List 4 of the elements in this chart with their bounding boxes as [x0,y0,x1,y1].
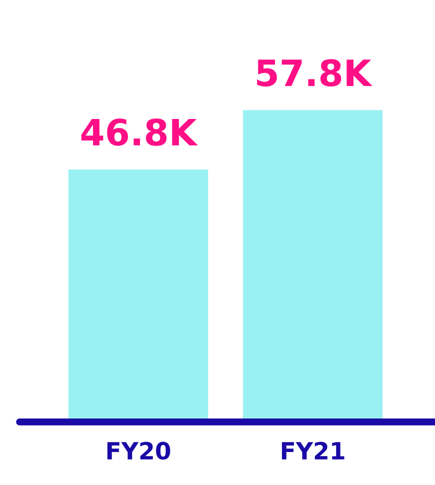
data-label: 46.8K [81,118,198,146]
x-tick-label: FY20 [107,442,170,460]
data-label: 57.8K [257,59,372,86]
x-tick-label: FY21 [282,442,344,460]
